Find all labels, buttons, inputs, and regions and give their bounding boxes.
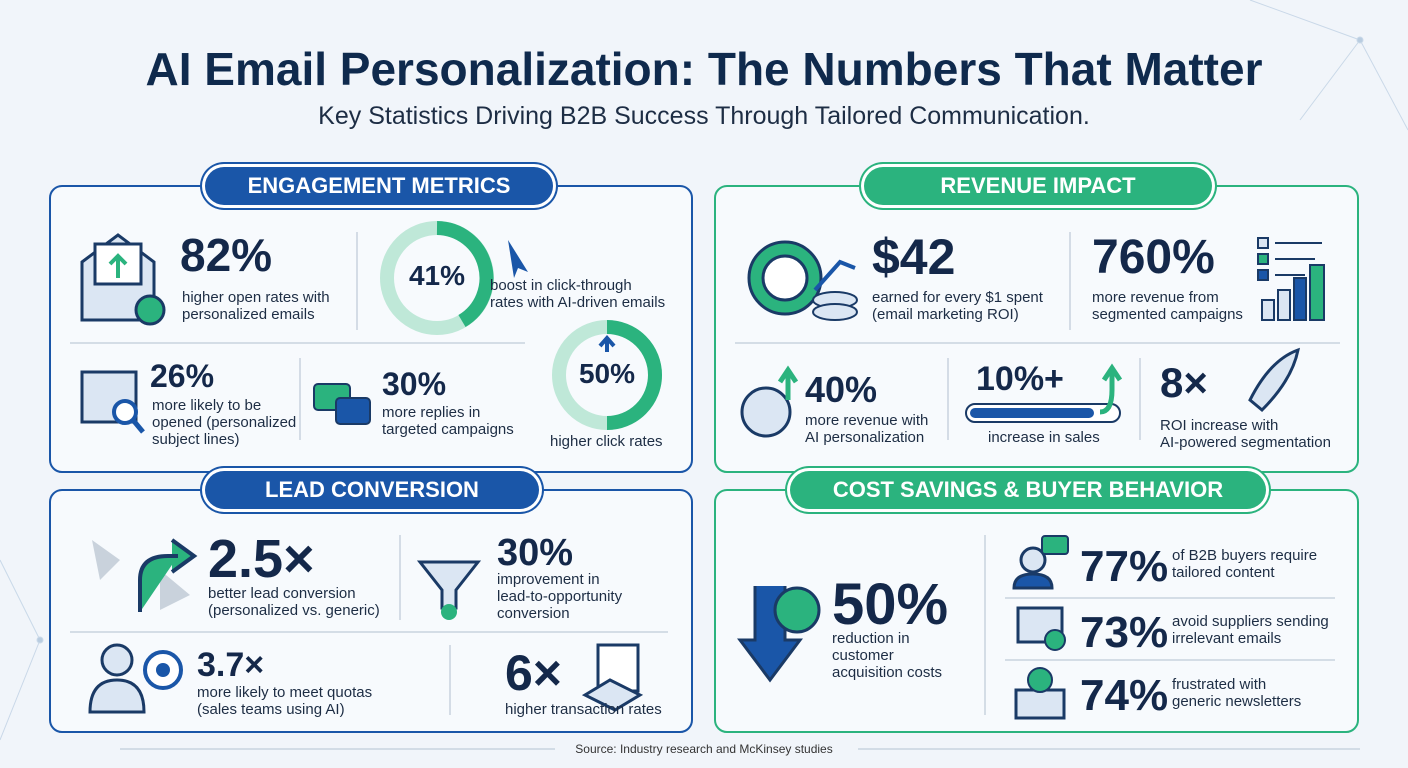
- stat-value: 40%: [805, 369, 878, 410]
- stat-description: more replies in targeted campaigns: [382, 404, 514, 438]
- stat-description: increase in sales: [988, 429, 1100, 446]
- stat-description: improvement in lead-to-opportunity convers…: [497, 571, 622, 622]
- stat-value: 3.7×: [197, 646, 265, 684]
- stat-description: higher click rates: [550, 433, 663, 450]
- stat-description: ROI increase with AI-powered segmentation: [1160, 417, 1331, 451]
- stat-value: 30%: [382, 366, 447, 402]
- description-line: more likely to be: [152, 397, 262, 414]
- section-title: LEAD CONVERSION: [205, 471, 539, 509]
- stat-description: more likely to meet quotas (sales teams u…: [197, 684, 372, 718]
- description-line: boost in click-through: [490, 277, 632, 294]
- stat-description: more revenue from segmented campaigns: [1092, 289, 1243, 323]
- description-line: improvement in: [497, 571, 600, 588]
- source: Source: Industry research and McKinsey s…: [575, 742, 833, 756]
- description-line: lead-to-opportunity: [497, 588, 623, 605]
- description-line: irrelevant emails: [1172, 630, 1282, 647]
- description-line: more replies in: [382, 404, 481, 421]
- description-line: earned for every $1 spent: [872, 289, 1043, 306]
- stat-description: boost in click-through rates with AI-driv…: [490, 277, 665, 311]
- description-line: acquisition costs: [832, 664, 943, 681]
- stat-value: 30%: [497, 532, 574, 574]
- description-line: reduction in: [832, 630, 910, 647]
- description-line: (sales teams using AI): [197, 701, 345, 718]
- description-line: more revenue from: [1092, 289, 1219, 306]
- title: AI Email Personalization: The Numbers Th…: [145, 43, 1263, 95]
- stat-value: 41%: [408, 260, 466, 291]
- description-line: (email marketing ROI): [872, 306, 1019, 323]
- stat-value: 50%: [832, 572, 949, 637]
- stat-value: 73%: [1080, 608, 1169, 657]
- description-line: tailored content: [1172, 564, 1275, 581]
- description-line: subject lines): [152, 431, 240, 448]
- description-line: higher open rates with: [182, 289, 330, 306]
- stat-description: reduction in customer acquisition costs: [832, 630, 942, 681]
- stat-value: 74%: [1080, 671, 1169, 720]
- stat-value: $42: [872, 229, 956, 285]
- subtitle: Key Statistics Driving B2B Success Throu…: [318, 102, 1090, 130]
- description-line: AI personalization: [805, 429, 925, 446]
- stat-description: avoid suppliers sending irrelevant emails: [1172, 613, 1329, 647]
- icons: [80, 221, 1325, 720]
- stat-value: 82%: [180, 229, 273, 281]
- description-line: generic newsletters: [1172, 693, 1302, 710]
- stat-value: 8×: [1160, 359, 1208, 406]
- section-title: REVENUE IMPACT: [864, 167, 1212, 205]
- stat-description: better lead conversion (personalized vs. …: [208, 585, 380, 619]
- stat-value: 760%: [1092, 231, 1215, 284]
- description-line: higher transaction rates: [505, 701, 662, 718]
- stat-description: frustrated with generic newsletters: [1172, 676, 1301, 710]
- network-lines: [0, 0, 1408, 741]
- description-line: conversion: [497, 605, 570, 622]
- description-line: customer: [832, 647, 894, 664]
- dividers: [70, 232, 1360, 750]
- description-line: of B2B buyers require: [1172, 547, 1318, 564]
- stat-description: earned for every $1 spent (email marketin…: [872, 289, 1043, 323]
- section-title: COST SAVINGS & BUYER BEHAVIOR: [790, 471, 1266, 509]
- description-line: higher click rates: [550, 433, 663, 450]
- description-line: (personalized vs. generic): [208, 602, 380, 619]
- stat-description: of B2B buyers require tailored content: [1172, 547, 1317, 581]
- description-line: more likely to meet quotas: [197, 684, 373, 701]
- description-line: more revenue with: [805, 412, 929, 429]
- description-line: better lead conversion: [208, 585, 356, 602]
- description-line: rates with AI-driven emails: [490, 294, 666, 311]
- stat-description: higher open rates with personalized email…: [182, 289, 330, 323]
- stat-value: 77%: [1080, 542, 1169, 591]
- description-line: avoid suppliers sending: [1172, 613, 1329, 630]
- description-line: targeted campaigns: [382, 421, 514, 438]
- stat-description: more revenue with AI personalization: [805, 412, 928, 446]
- section-title: ENGAGEMENT METRICS: [205, 167, 553, 205]
- description-line: increase in sales: [988, 429, 1100, 446]
- description-line: opened (personalized: [152, 414, 297, 431]
- stat-value: 26%: [150, 358, 215, 394]
- stat-value: 10%+: [976, 360, 1064, 398]
- description-line: AI-powered segmentation: [1160, 434, 1331, 451]
- description-line: frustrated with: [1172, 676, 1267, 693]
- stat-value: 2.5×: [208, 529, 315, 589]
- description-line: segmented campaigns: [1092, 306, 1243, 323]
- description-line: ROI increase with: [1160, 417, 1279, 434]
- stat-value: 50%: [578, 358, 636, 389]
- stat-description: higher transaction rates: [505, 701, 662, 718]
- stat-value: 6×: [505, 645, 563, 701]
- stat-description: more likely to be opened (personalized sub…: [152, 397, 296, 448]
- description-line: personalized emails: [182, 306, 315, 323]
